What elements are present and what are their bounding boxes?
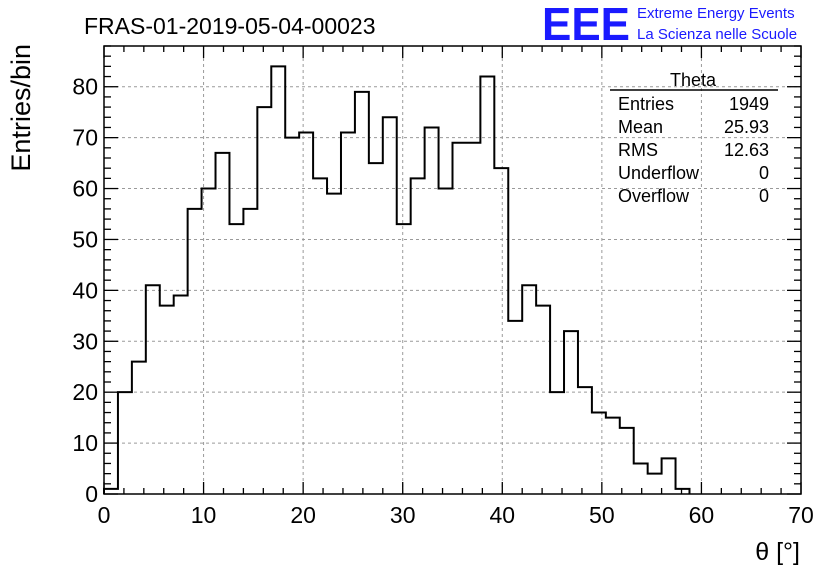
stats-title: Theta xyxy=(670,70,717,90)
stats-box: Theta Entries 1949 Mean 25.93 RMS 12.63 Underf… xyxy=(610,70,778,206)
stats-rows: Entries 1949 Mean 25.93 RMS 12.63 Underflow 0 Ov… xyxy=(618,94,769,206)
stats-row-label: Underflow xyxy=(618,163,700,183)
y-tick-label: 60 xyxy=(72,176,98,202)
y-tick-label: 20 xyxy=(72,379,98,405)
stats-row-value: 1949 xyxy=(729,94,769,114)
x-tick-label: 40 xyxy=(489,502,515,528)
y-tick-label: 10 xyxy=(72,430,98,456)
stats-row-value: 0 xyxy=(759,186,769,206)
x-tick-label: 50 xyxy=(589,502,615,528)
plot-frame xyxy=(103,45,802,495)
y-tick-label: 30 xyxy=(72,328,98,354)
y-axis-label: Entries/bin xyxy=(6,44,36,172)
x-tick-label: 60 xyxy=(689,502,715,528)
logo-line-2: La Scienza nelle Scuole xyxy=(637,26,797,43)
run-title: FRAS-01-2019-05-04-00023 xyxy=(84,13,376,39)
y-tick-labels: 0 10 20 30 40 50 60 70 80 xyxy=(72,74,98,507)
y-tick-label: 50 xyxy=(72,226,98,252)
x-tick-labels: 0 10 20 30 40 50 60 70 xyxy=(98,502,814,528)
stats-row-label: Entries xyxy=(618,94,674,114)
y-tick-label: 70 xyxy=(72,125,98,151)
stats-row-value: 12.63 xyxy=(724,140,769,160)
y-tick-label: 80 xyxy=(72,74,98,100)
grid-lines xyxy=(104,46,801,494)
x-tick-label: 10 xyxy=(191,502,217,528)
x-tick-label: 20 xyxy=(290,502,316,528)
axis-ticks xyxy=(103,45,802,495)
stats-row-value: 0 xyxy=(759,163,769,183)
stats-row-value: 25.93 xyxy=(724,117,769,137)
stats-row-label: Overflow xyxy=(618,186,690,206)
stats-row-label: Mean xyxy=(618,117,663,137)
logo-mark: EEE xyxy=(542,0,630,50)
x-tick-label: 30 xyxy=(390,502,416,528)
x-tick-label: 70 xyxy=(788,502,814,528)
stats-row-label: RMS xyxy=(618,140,658,160)
histogram-series xyxy=(103,65,691,494)
y-tick-label: 40 xyxy=(72,277,98,303)
logo-line-1: Extreme Energy Events xyxy=(637,5,795,22)
y-tick-label: 0 xyxy=(85,481,98,507)
x-tick-label: 0 xyxy=(98,502,111,528)
x-axis-label: θ [°] xyxy=(755,538,800,566)
